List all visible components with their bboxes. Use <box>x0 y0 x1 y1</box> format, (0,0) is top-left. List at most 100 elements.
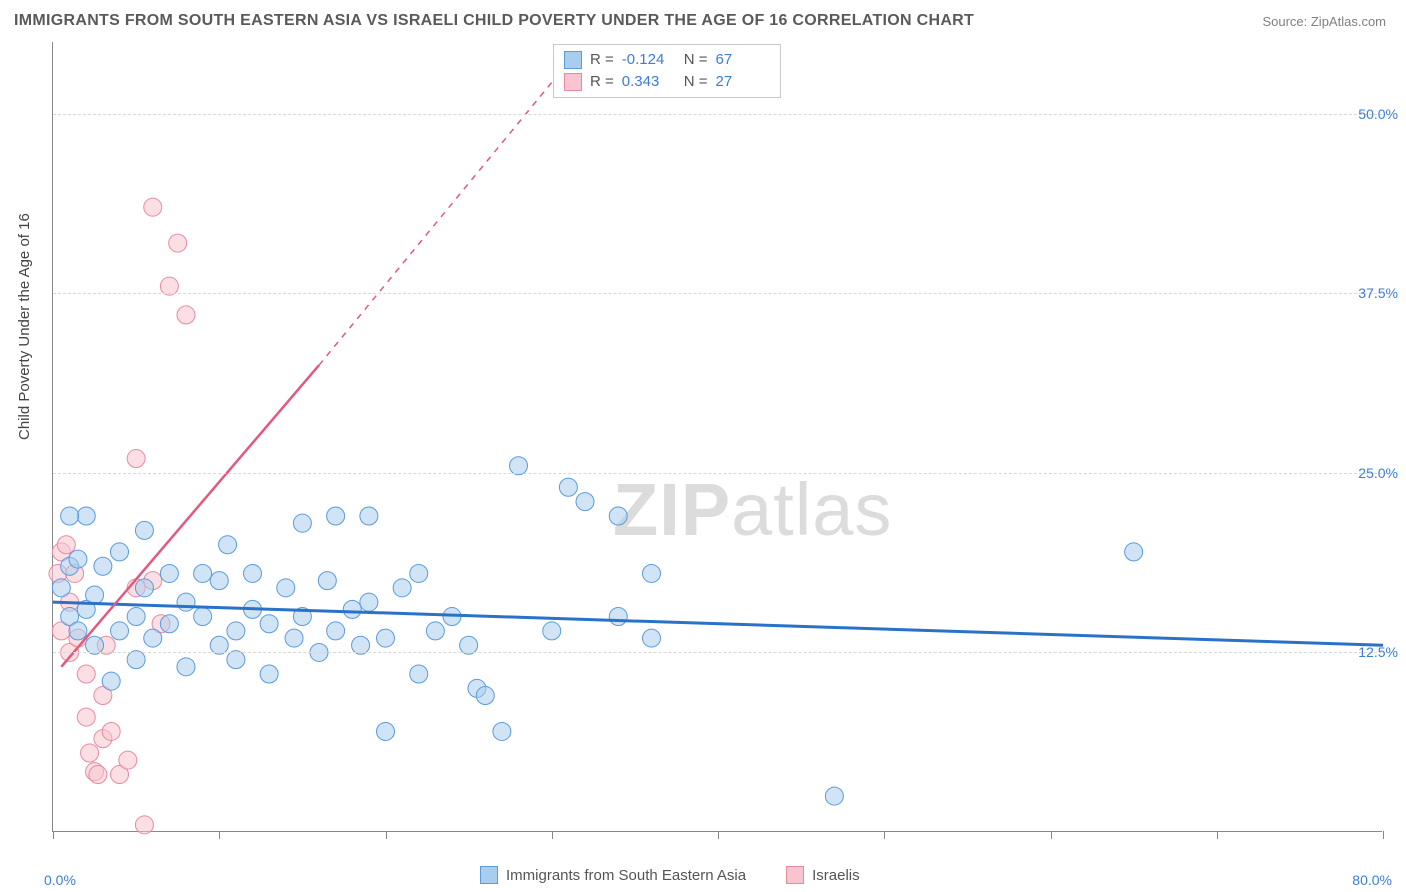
data-point <box>360 507 378 525</box>
n-value-blue: 67 <box>716 49 770 71</box>
data-point <box>210 572 228 590</box>
data-point <box>327 507 345 525</box>
stat-row-blue: R = -0.124 N = 67 <box>564 49 770 71</box>
x-tick <box>1217 831 1218 839</box>
data-point <box>360 593 378 611</box>
data-point <box>169 234 187 252</box>
data-point <box>144 198 162 216</box>
chart-title: IMMIGRANTS FROM SOUTH EASTERN ASIA VS IS… <box>14 12 974 30</box>
r-label: R = <box>590 49 614 71</box>
data-point <box>277 579 295 597</box>
data-point <box>119 751 137 769</box>
swatch-pink <box>564 73 582 91</box>
data-point <box>559 478 577 496</box>
n-value-pink: 27 <box>716 71 770 93</box>
data-point <box>219 536 237 554</box>
data-point <box>609 608 627 626</box>
y-tick-label: 25.0% <box>1358 465 1398 481</box>
data-point <box>643 629 661 647</box>
trend-line <box>61 365 319 667</box>
gridline <box>53 473 1382 474</box>
r-value-pink: 0.343 <box>622 71 676 93</box>
data-point <box>194 608 212 626</box>
y-tick-label: 37.5% <box>1358 285 1398 301</box>
data-point <box>135 579 153 597</box>
source-label: Source: ZipAtlas.com <box>1262 14 1386 29</box>
data-point <box>377 722 395 740</box>
gridline <box>53 114 1382 115</box>
data-point <box>293 514 311 532</box>
gridline <box>53 293 1382 294</box>
x-tick <box>1051 831 1052 839</box>
y-tick-label: 50.0% <box>1358 106 1398 122</box>
data-point <box>410 564 428 582</box>
n-label: N = <box>684 49 708 71</box>
y-axis-label: Child Poverty Under the Age of 16 <box>16 213 33 440</box>
legend-label-pink: Israelis <box>812 867 860 884</box>
data-point <box>69 550 87 568</box>
data-point <box>135 816 153 834</box>
data-point <box>135 521 153 539</box>
x-tick <box>1383 831 1384 839</box>
data-point <box>160 615 178 633</box>
y-tick-label: 12.5% <box>1358 644 1398 660</box>
data-point <box>227 622 245 640</box>
data-point <box>57 536 75 554</box>
data-point <box>102 672 120 690</box>
x-tick <box>718 831 719 839</box>
data-point <box>825 787 843 805</box>
data-point <box>493 722 511 740</box>
data-point <box>127 450 145 468</box>
data-point <box>177 658 195 676</box>
data-point <box>426 622 444 640</box>
data-point <box>52 579 70 597</box>
data-point <box>86 586 104 604</box>
data-point <box>609 507 627 525</box>
swatch-pink <box>786 866 804 884</box>
data-point <box>177 306 195 324</box>
data-point <box>260 665 278 683</box>
data-point <box>244 564 262 582</box>
data-point <box>285 629 303 647</box>
data-point <box>77 507 95 525</box>
data-point <box>194 564 212 582</box>
data-point <box>111 622 129 640</box>
data-point <box>643 564 661 582</box>
data-point <box>543 622 561 640</box>
data-point <box>377 629 395 647</box>
bottom-legend: Immigrants from South Eastern Asia Israe… <box>480 866 860 884</box>
x-min-label: 0.0% <box>44 872 76 888</box>
data-point <box>61 507 79 525</box>
legend-label-blue: Immigrants from South Eastern Asia <box>506 867 746 884</box>
r-label: R = <box>590 71 614 93</box>
stat-legend-box: R = -0.124 N = 67 R = 0.343 N = 27 <box>553 44 781 98</box>
data-point <box>111 543 129 561</box>
x-tick <box>219 831 220 839</box>
data-point <box>1125 543 1143 561</box>
swatch-blue <box>564 51 582 69</box>
data-point <box>576 493 594 511</box>
data-point <box>94 557 112 575</box>
legend-item-blue: Immigrants from South Eastern Asia <box>480 866 746 884</box>
data-point <box>260 615 278 633</box>
stat-row-pink: R = 0.343 N = 27 <box>564 71 770 93</box>
data-point <box>393 579 411 597</box>
trend-line <box>53 602 1383 645</box>
data-point <box>327 622 345 640</box>
data-point <box>343 600 361 618</box>
data-point <box>77 665 95 683</box>
chart-svg <box>53 42 1382 831</box>
gridline <box>53 652 1382 653</box>
x-tick <box>386 831 387 839</box>
data-point <box>102 722 120 740</box>
data-point <box>127 608 145 626</box>
data-point <box>160 564 178 582</box>
data-point <box>77 708 95 726</box>
trend-line <box>319 42 585 365</box>
data-point <box>177 593 195 611</box>
swatch-blue <box>480 866 498 884</box>
data-point <box>69 622 87 640</box>
data-point <box>476 687 494 705</box>
n-label: N = <box>684 71 708 93</box>
plot-area: ZIPatlas R = -0.124 N = 67 R = 0.343 N =… <box>52 42 1382 832</box>
